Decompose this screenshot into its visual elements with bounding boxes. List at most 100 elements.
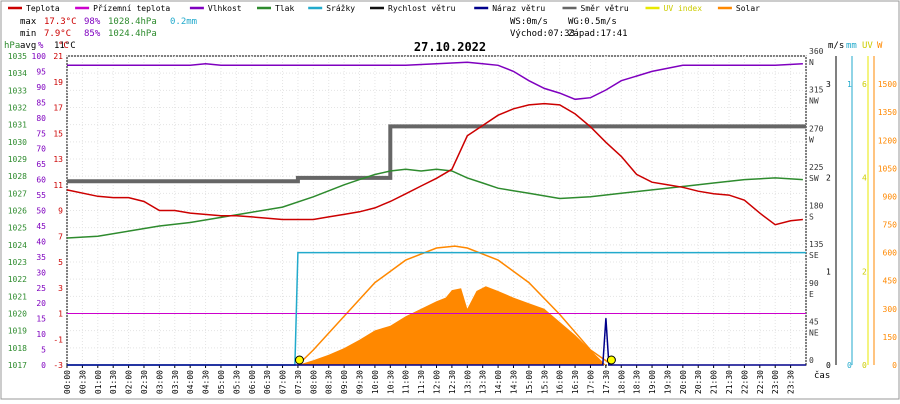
direction-tick-label: 90 [809,279,819,288]
hpa-tick-label: 1025 [8,224,27,233]
direction-tick-label: 360 [809,47,824,56]
percent-tick-label: 15 [36,315,46,324]
ms-tick-label: 3 [826,80,831,89]
percent-tick-label: 0 [41,361,46,370]
x-tick-label: 23:30 [787,370,796,394]
percent-tick-label: 60 [36,176,46,185]
solar-tick-label: 0 [892,361,897,370]
x-tick-label: 16:00 [556,370,565,394]
legend-label: Vlhkost [208,4,242,13]
ms-tick-label: 0 [826,361,831,370]
direction-tick-label: W [809,135,814,144]
percent-tick-label: 85 [36,98,46,107]
celsius-tick-label: 13 [53,155,63,164]
x-tick-label: 10:30 [386,370,395,394]
solar-tick-label: 900 [883,192,898,201]
x-tick-label: 14:00 [494,370,503,394]
legend: Teplota Přízemní teplota Vlhkost Tlak Srážky… [8,4,760,13]
x-tick-label: 23:00 [771,370,780,394]
ms-tick-label: 2 [826,174,831,183]
x-tick-label: 01:00 [94,370,103,394]
celsius-tick-label: -1 [53,335,63,344]
x-tick-label: 08:30 [325,370,334,394]
stats-avg-label: avg [20,41,36,51]
x-tick-label: 07:00 [279,370,288,394]
x-tick-label: 00:00 [63,370,72,394]
x-axis-label: čas [814,370,830,381]
percent-tick-label: 95 [36,67,46,76]
x-tick-label: 02:00 [125,370,134,394]
axis-unit-mm: mm [846,41,857,51]
uv-tick-label: 4 [862,174,867,183]
celsius-tick-label: 11 [53,181,63,190]
x-tick-label: 22:30 [756,370,765,394]
percent-tick-label: 40 [36,237,46,246]
direction-tick-label: 315 [809,86,824,95]
percent-tick-label: 70 [36,145,46,154]
direction-tick-label: NE [809,328,819,337]
x-tick-label: 04:30 [202,370,211,394]
x-tick-label: 13:30 [479,370,488,394]
stats-min-humidity: 85% [84,29,101,39]
grid [66,55,807,366]
legend-label: Teplota [26,4,60,13]
hpa-tick-label: 1034 [8,69,27,78]
axis-unit-solar: W [877,41,883,51]
stats-max-pressure: 1028.4hPa [108,17,157,27]
x-tick-label: 02:30 [140,370,149,394]
percent-tick-label: 25 [36,284,46,293]
percent-tick-label: 80 [36,114,46,123]
x-tick-label: 08:00 [309,370,318,394]
solar-tick-label: 1350 [878,108,897,117]
percent-tick-label: 20 [36,299,46,308]
legend-label: Srážky [326,4,355,13]
x-tick-label: 19:00 [648,370,657,394]
x-tick-label: 06:00 [248,370,257,394]
celsius-tick-label: 1 [58,310,63,319]
direction-tick-label: 270 [809,124,824,133]
stats-max-temp: 17.3°C [44,17,77,27]
hpa-tick-label: 1031 [8,121,27,130]
legend-label: Rychlost větru [388,4,456,13]
hpa-tick-label: 1019 [8,327,27,336]
direction-tick-label: SW [809,174,819,183]
celsius-tick-label: 17 [53,104,63,113]
x-tick-label: 16:30 [571,370,580,394]
hpa-tick-label: 1020 [8,310,27,319]
x-tick-label: 22:00 [740,370,749,394]
axes: 1035103410331032103110301029102810271026… [8,47,897,394]
solar-tick-label: 1200 [878,136,897,145]
hpa-tick-label: 1021 [8,292,27,301]
direction-tick-label: 180 [809,202,824,211]
percent-tick-label: 45 [36,222,46,231]
axis-unit-celsius: °C [58,41,69,51]
legend-label: Směr větru [581,4,629,13]
hpa-tick-label: 1033 [8,86,27,95]
percent-tick-label: 50 [36,207,46,216]
x-tick-label: 04:00 [186,370,195,394]
humidity-line [67,61,803,101]
solar-tick-label: 1500 [878,80,897,89]
percent-tick-label: 100 [32,52,47,61]
direction-tick-label: SE [809,251,819,260]
x-tick-label: 17:00 [586,370,595,394]
hpa-tick-label: 1028 [8,172,27,181]
legend-label: Tlak [275,4,294,13]
stats-min-pressure: 1024.4hPa [108,29,157,39]
direction-tick-label: NW [809,97,819,106]
legend-label: Náraz větru [492,4,545,13]
celsius-tick-label: 15 [53,129,63,138]
x-tick-label: 09:00 [340,370,349,394]
hpa-tick-label: 1022 [8,275,27,284]
uv-tick-label: 6 [862,80,867,89]
axis-unit-hpa: hPa [4,41,20,51]
x-tick-label: 15:00 [525,370,534,394]
solar-tick-label: 450 [883,277,898,286]
x-tick-label: 19:30 [663,370,672,394]
stats-avg-temp: 11°C [54,41,76,51]
hpa-tick-label: 1017 [8,361,27,370]
sunset-marker [606,355,616,365]
celsius-tick-label: 5 [58,258,63,267]
stats-max-label: max [20,17,37,27]
x-tick-label: 21:30 [725,370,734,394]
